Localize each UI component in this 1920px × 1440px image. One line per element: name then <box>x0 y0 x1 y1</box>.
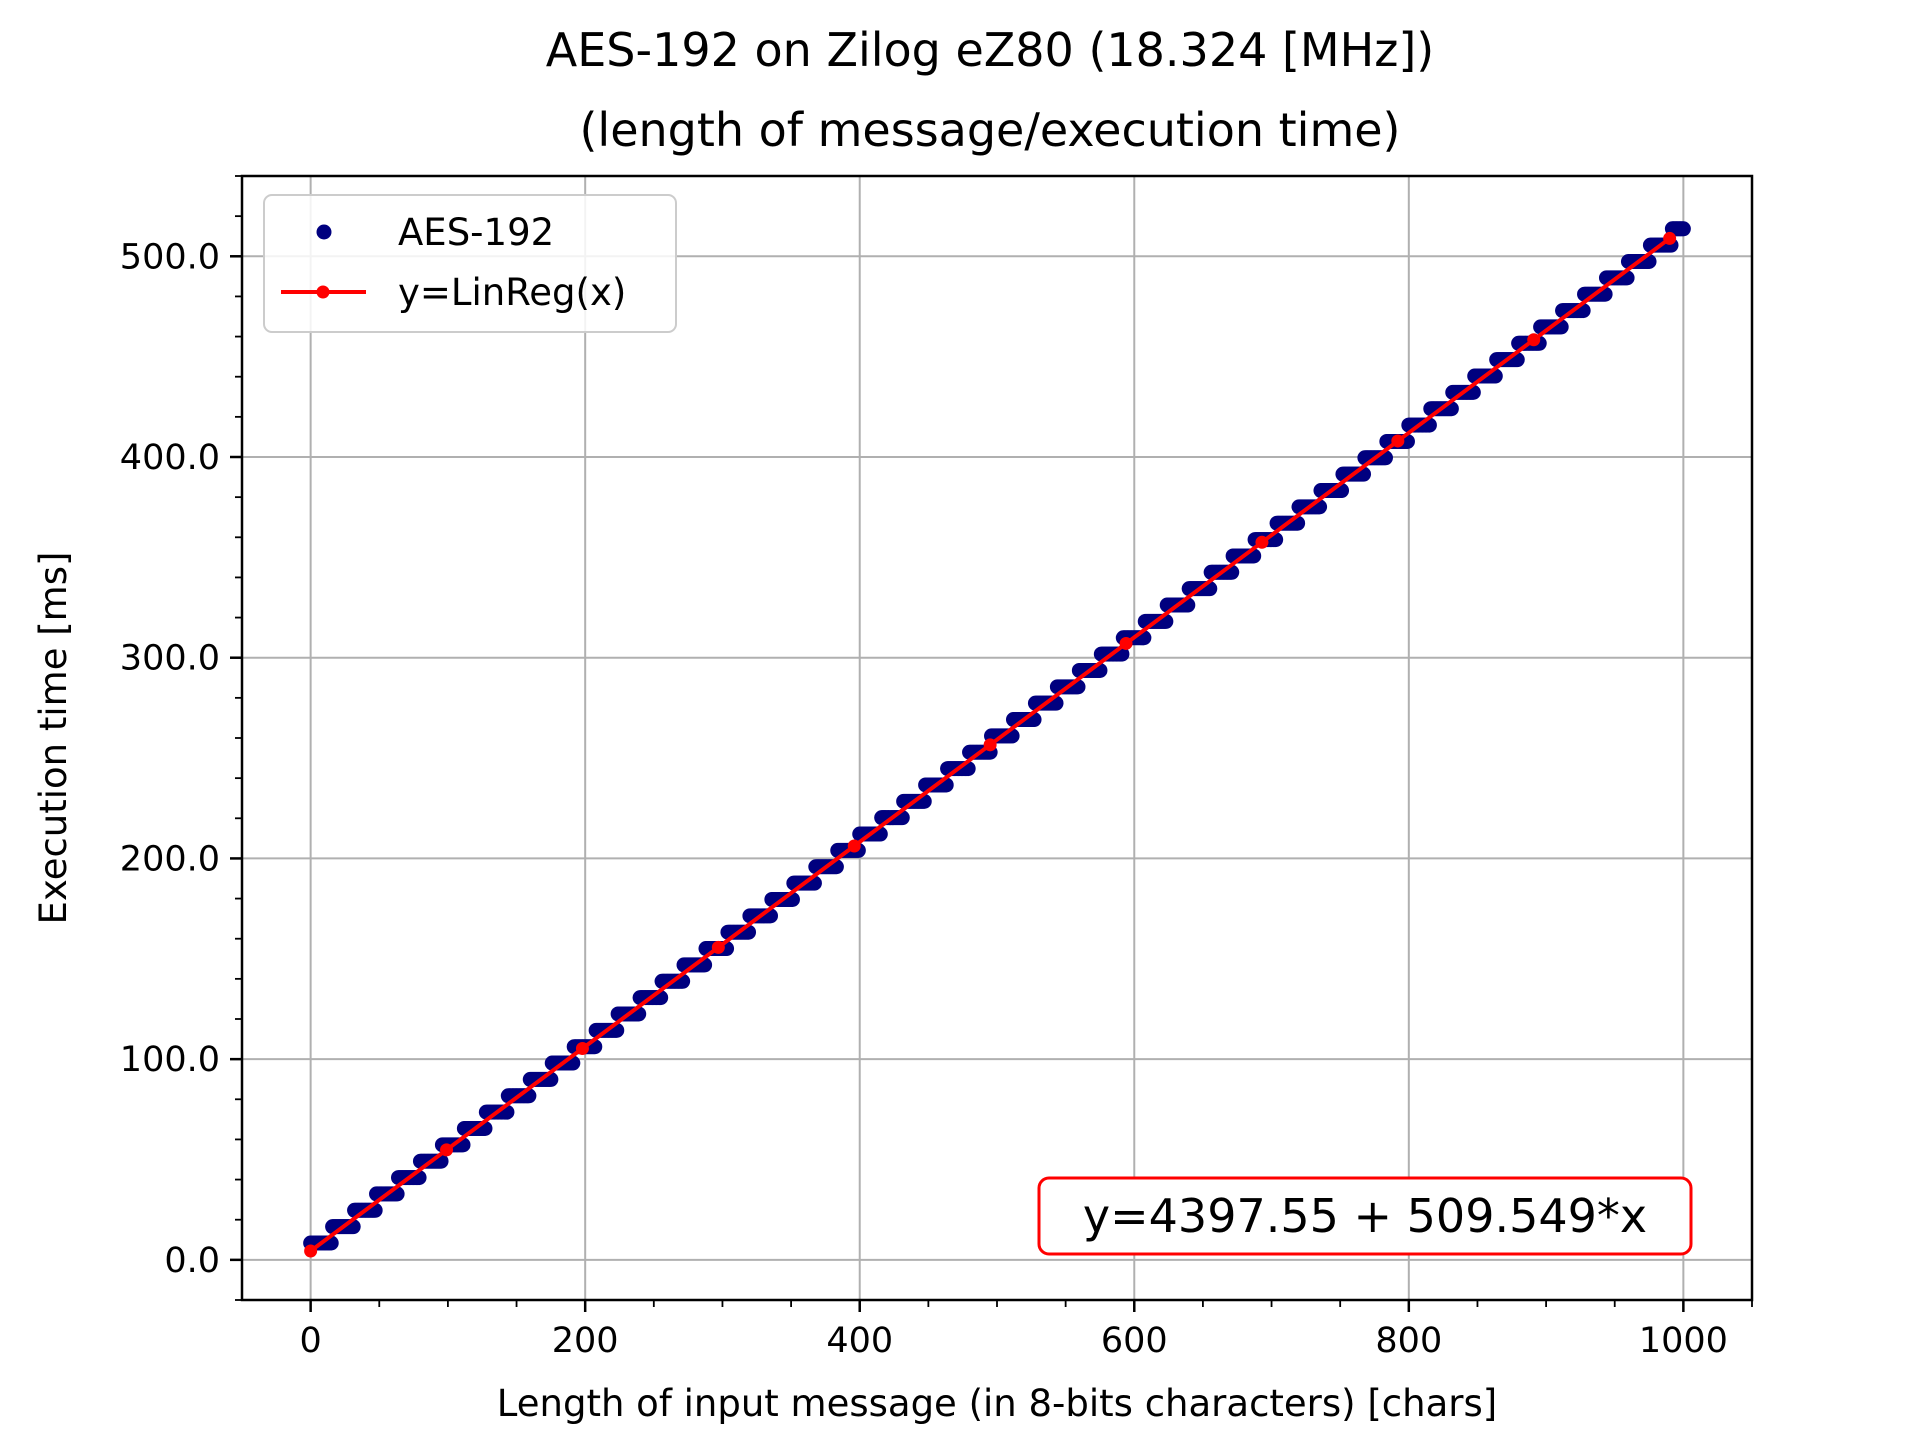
equation-annotation: y=4397.55 + 509.549*x <box>1037 1176 1693 1256</box>
equation-box <box>1037 1176 1693 1256</box>
regression-point <box>1527 333 1541 347</box>
legend-marker-aes-192 <box>316 224 332 240</box>
y-tick-label: 0.0 <box>164 1241 220 1281</box>
x-tick-label: 600 <box>1101 1321 1168 1361</box>
regression-point <box>1255 535 1269 549</box>
legend-frame <box>263 194 677 333</box>
y-tick-label: 100.0 <box>120 1040 220 1080</box>
legend-label-linreg: y=LinReg(x) <box>398 271 626 314</box>
legend-marker-linreg <box>316 285 330 299</box>
regression-point <box>847 839 861 853</box>
chart-subtitle: (length of message/execution time) <box>579 103 1400 157</box>
regression-point <box>983 738 997 752</box>
scatter-point <box>1675 221 1691 237</box>
equation-text: y=4397.55 + 509.549*x <box>1083 1189 1647 1243</box>
y-axis: 0.0 100.0 200.0 300.0 400.0 500.0 <box>120 175 242 1301</box>
x-tick-label: 400 <box>826 1321 893 1361</box>
y-tick-label: 400.0 <box>120 438 220 478</box>
y-tick-label: 500.0 <box>120 237 220 277</box>
regression-point <box>1119 636 1133 650</box>
legend-label-aes-192: AES-192 <box>398 211 554 254</box>
regression-point <box>711 940 725 954</box>
x-tick-label: 800 <box>1375 1321 1442 1361</box>
regression-point <box>1391 434 1405 448</box>
x-tick-label: 1000 <box>1639 1321 1728 1361</box>
regression-point <box>1663 231 1677 245</box>
regression-point <box>440 1143 454 1157</box>
regression-series <box>304 231 1677 1258</box>
legend: AES-192 y=LinReg(x) <box>263 194 677 333</box>
y-tick-label: 200.0 <box>120 839 220 879</box>
x-tick-label: 200 <box>552 1321 619 1361</box>
y-axis-label: Execution time [ms] <box>32 552 75 925</box>
regression-point <box>304 1244 318 1258</box>
x-axis: 0 200 400 600 800 1000 <box>299 1300 1753 1361</box>
chart-title: AES-192 on Zilog eZ80 (18.324 [MHz]) <box>546 23 1434 77</box>
regression-point <box>575 1042 589 1056</box>
x-axis-label: Length of input message (in 8-bits chara… <box>497 1382 1497 1425</box>
y-tick-label: 300.0 <box>120 639 220 679</box>
x-tick-label: 0 <box>299 1321 321 1361</box>
